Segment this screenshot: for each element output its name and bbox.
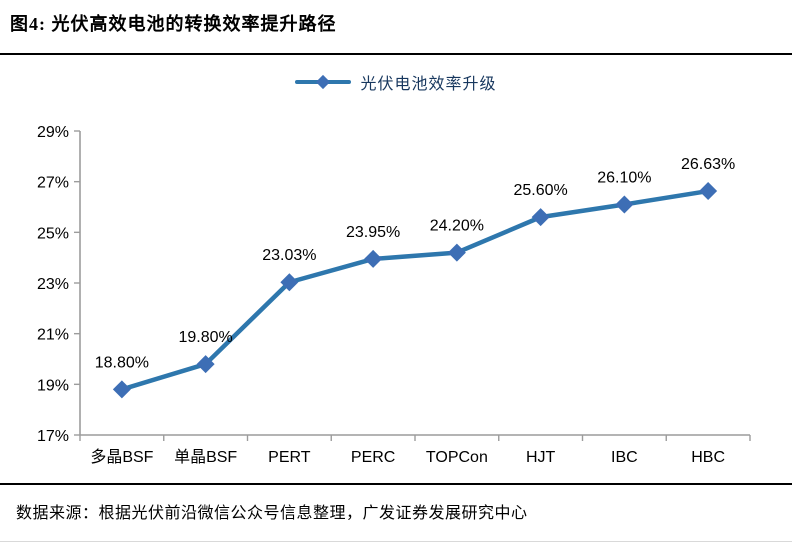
legend-series-label: 光伏电池效率升级 — [360, 75, 497, 93]
data-point-label: 26.63% — [681, 156, 735, 173]
x-axis-category-label: IBC — [611, 449, 638, 466]
data-point-marker — [615, 195, 634, 214]
data-point-marker — [447, 243, 466, 262]
data-point-label: 23.95% — [346, 224, 400, 241]
data-point-label: 19.80% — [178, 329, 232, 346]
x-axis-category-label: PERC — [351, 449, 395, 466]
data-point-label: 26.10% — [597, 169, 651, 186]
y-axis-tick-label: 23% — [37, 276, 69, 293]
data-source-text: 数据来源：根据光伏前沿微信公众号信息整理，广发证券发展研究中心 — [16, 505, 528, 522]
figure-footer: 数据来源：根据光伏前沿微信公众号信息整理，广发证券发展研究中心 — [0, 485, 792, 523]
data-point-marker — [699, 182, 718, 201]
data-point-label: 24.20% — [430, 218, 484, 235]
figure-title: 图4: 光伏高效电池的转换效率提升路径 — [10, 14, 337, 34]
y-axis-tick-label: 27% — [37, 175, 69, 192]
figure-bottom-rule — [0, 483, 792, 485]
data-point-marker — [364, 249, 383, 268]
chart-legend: 光伏电池效率升级 — [0, 55, 792, 108]
y-axis-tick-label: 29% — [37, 124, 69, 141]
y-axis-tick-label: 19% — [37, 377, 69, 394]
x-axis-category-label: HBC — [691, 449, 725, 466]
chart-plot-area: 17% 19% 21% 23% 25% 27% 29% 多晶BSF 单晶BSF PERT PERC T… — [0, 108, 792, 483]
y-axis-tick-label: 17% — [37, 428, 69, 445]
x-axis-category-label: 单晶BSF — [174, 448, 237, 466]
data-point-label: 18.80% — [95, 354, 149, 371]
x-axis-category-label: TOPCon — [426, 449, 488, 466]
data-point-marker — [196, 355, 215, 374]
legend-diamond-icon — [316, 74, 331, 89]
data-point-label: 23.03% — [262, 247, 316, 264]
legend-line-marker-icon — [295, 74, 352, 89]
x-axis-category-label: 多晶BSF — [90, 448, 153, 466]
data-point-marker — [112, 380, 131, 399]
data-point-marker — [531, 208, 550, 227]
efficiency-line-chart-svg: 17% 19% 21% 23% 25% 27% 29% 多晶BSF 单晶BSF PERT PERC T… — [37, 124, 751, 466]
data-point-marker — [280, 273, 299, 292]
x-axis-category-label: HJT — [526, 449, 556, 466]
figure-header: 图4: 光伏高效电池的转换效率提升路径 — [0, 0, 792, 55]
x-axis-category-label: PERT — [268, 449, 311, 466]
y-axis-tick-label: 25% — [37, 225, 69, 242]
y-axis-tick-label: 21% — [37, 327, 69, 344]
data-point-label: 25.60% — [513, 182, 567, 199]
series-line — [119, 188, 711, 392]
